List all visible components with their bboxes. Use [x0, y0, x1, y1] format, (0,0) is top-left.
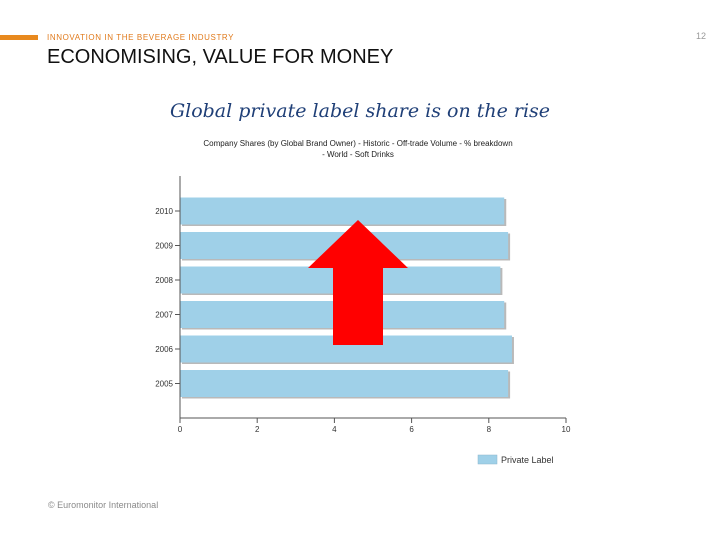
x-tick-label: 0 — [178, 425, 183, 434]
legend-label: Private Label — [501, 455, 554, 465]
accent-bar — [0, 35, 38, 40]
section-kicker: INNOVATION IN THE BEVERAGE INDUSTRY — [47, 33, 235, 42]
red-up-arrow — [308, 220, 408, 345]
x-tick-label: 6 — [409, 425, 414, 434]
y-tick-label: 2007 — [155, 311, 173, 320]
chart-title-line-2: - World - Soft Drinks — [322, 150, 394, 159]
copyright-footer: © Euromonitor International — [48, 500, 159, 510]
slide-subtitle: Global private label share is on the ris… — [169, 100, 551, 122]
y-tick-label: 2006 — [155, 345, 173, 354]
x-tick-label: 10 — [562, 425, 571, 434]
x-tick-label: 8 — [487, 425, 492, 434]
page-number: 12 — [695, 31, 706, 41]
x-tick-label: 4 — [332, 425, 337, 434]
bar — [180, 370, 509, 397]
y-tick-label: 2009 — [155, 242, 173, 251]
chart-title-line-1: Company Shares (by Global Brand Owner) -… — [203, 139, 512, 148]
y-tick-label: 2008 — [155, 276, 173, 285]
page-title: ECONOMISING, VALUE FOR MONEY — [47, 46, 394, 68]
y-tick-label: 2005 — [155, 380, 173, 389]
bar — [180, 197, 505, 225]
legend-swatch — [477, 454, 498, 465]
y-tick-label: 2010 — [155, 207, 173, 216]
x-tick-label: 2 — [255, 425, 260, 434]
